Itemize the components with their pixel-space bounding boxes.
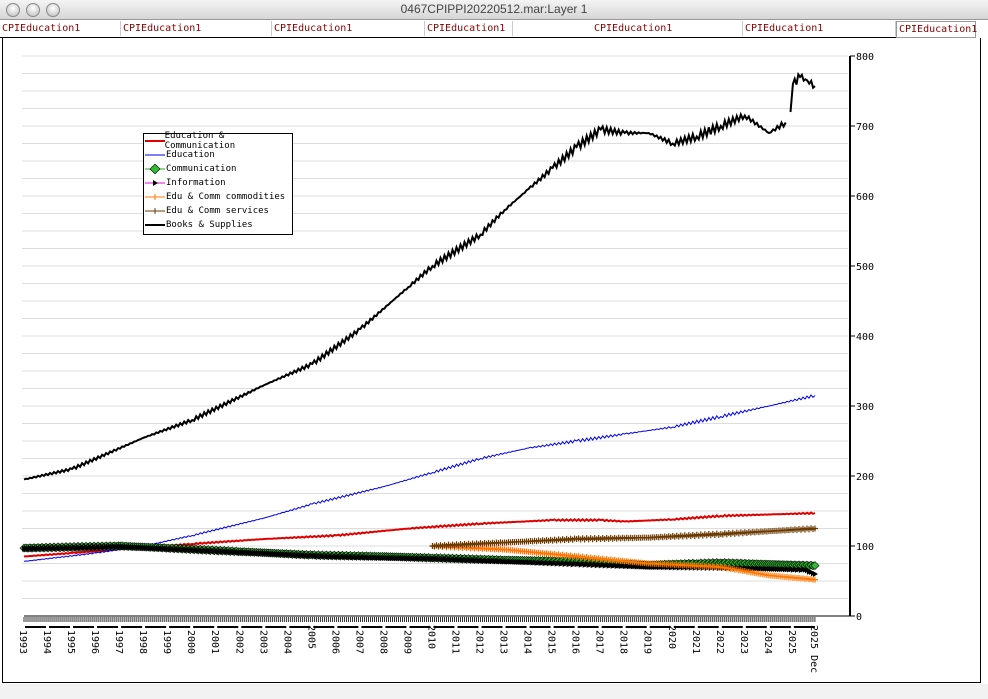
status-strip <box>0 684 988 699</box>
x-tick-label: 2009 <box>401 630 412 654</box>
series-line <box>789 71 816 113</box>
tab[interactable]: CPIEducation1 <box>425 21 513 36</box>
legend-item: Education & Communication <box>144 131 292 151</box>
x-tick-label: 2018 <box>618 630 629 654</box>
x-tick-label: 2003 <box>257 630 268 654</box>
data-point <box>813 571 818 577</box>
tab[interactable]: CPIEducation1 <box>121 21 272 36</box>
legend-label: Information <box>166 178 226 188</box>
legend-swatch-icon <box>145 163 165 175</box>
x-tick-label: 2017 <box>594 630 605 654</box>
x-tick-label: 2007 <box>353 630 364 654</box>
legend-swatch-icon <box>145 224 165 226</box>
y-tick-label: 300 <box>856 402 874 413</box>
x-tick-label: 1997 <box>113 630 124 654</box>
x-tick-label: 2001 <box>209 630 220 654</box>
legend-item: Books & Supplies <box>144 218 292 232</box>
x-tick-label: 2025 Dec <box>808 625 819 673</box>
y-tick-label: 0 <box>856 612 862 623</box>
x-tick-label: 2011 <box>450 630 461 654</box>
legend-label: Education <box>166 150 215 160</box>
legend: Education & Communication Education Commun… <box>143 131 293 235</box>
x-tick-label: 1995 <box>65 630 76 654</box>
title-bar: 0467CPIPPI20220512.mar:Layer 1 <box>0 0 988 20</box>
y-tick-label: 800 <box>856 52 874 63</box>
legend-swatch-icon <box>145 154 165 156</box>
data-point <box>812 576 818 583</box>
legend-item: Edu & Comm commodities <box>144 190 292 204</box>
data-point <box>812 525 818 532</box>
x-tick-label: 2008 <box>377 630 388 654</box>
x-tick-label: 2016 <box>570 630 581 654</box>
x-tick-label: 2002 <box>233 630 244 654</box>
x-tick-label: 2000 <box>185 630 196 654</box>
x-tick-label: 1998 <box>137 630 148 654</box>
legend-item: Information <box>144 176 292 190</box>
tab[interactable]: CPIEducation1 <box>896 21 977 38</box>
legend-label: Edu & Comm commodities <box>166 192 286 202</box>
tab[interactable]: CPIEducation1 <box>592 21 743 36</box>
x-tick-label: 1999 <box>161 630 172 654</box>
y-tick-label: 400 <box>856 332 874 343</box>
legend-item: Edu & Comm services <box>144 204 292 218</box>
x-tick-label: 2006 <box>329 630 340 654</box>
y-tick-label: 500 <box>856 262 874 273</box>
legend-label: Education & Communication <box>164 131 236 151</box>
window-title: 0467CPIPPI20220512.mar:Layer 1 <box>400 2 588 16</box>
x-tick-label: 2015 <box>546 630 557 654</box>
y-tick-label: 200 <box>856 472 874 483</box>
legend-item: Education <box>144 148 292 162</box>
y-tick-label: 100 <box>856 542 874 553</box>
x-tick-label: 2019 <box>642 630 653 654</box>
x-tick-label: 2020 <box>666 625 677 649</box>
zoom-button[interactable] <box>46 3 60 17</box>
x-tick-label: 2010 <box>425 625 436 649</box>
close-button[interactable] <box>6 3 20 17</box>
x-tick-label: 2013 <box>498 630 509 654</box>
legend-swatch-icon <box>145 140 165 142</box>
x-tick-label: 2021 <box>690 630 701 654</box>
x-tick-label: 2022 <box>714 630 725 654</box>
legend-item: Communication <box>144 162 292 176</box>
x-tick-label: 1996 <box>89 630 100 654</box>
series-books-supplies <box>23 71 816 481</box>
series-line <box>23 111 787 481</box>
x-tick-label: 1994 <box>41 630 52 654</box>
x-tick-label: 2005 <box>305 625 316 649</box>
legend-label: Edu & Comm services <box>166 206 269 216</box>
tab[interactable]: CPIEducation1 <box>272 21 425 36</box>
x-tick-label: 1993 <box>17 630 28 654</box>
tab[interactable]: CPIEducation1 <box>743 21 896 36</box>
legend-label: Books & Supplies <box>166 220 253 230</box>
legend-swatch-icon <box>145 180 165 186</box>
tab[interactable]: CPIEducation1 <box>0 21 121 36</box>
x-tick-label: 2004 <box>281 630 292 654</box>
series-edu-comm-services <box>429 525 818 550</box>
minimize-button[interactable] <box>26 3 40 17</box>
series-edu-comm-commodities <box>429 542 818 583</box>
legend-label: Communication <box>166 164 237 174</box>
chart-frame <box>2 38 981 683</box>
y-tick-label: 700 <box>856 122 874 133</box>
x-tick-label: 2012 <box>474 630 485 654</box>
x-tick-label: 2024 <box>762 630 773 654</box>
layer-tabs: CPIEducation1 CPIEducation1 CPIEducation… <box>0 20 977 38</box>
legend-swatch-icon <box>145 208 165 214</box>
x-tick-label: 2023 <box>738 630 749 654</box>
legend-swatch-icon <box>145 194 165 200</box>
x-tick-label: 2014 <box>522 630 533 654</box>
data-point <box>810 561 820 571</box>
y-tick-label: 600 <box>856 192 874 203</box>
x-tick-label: 2025 <box>786 630 797 654</box>
